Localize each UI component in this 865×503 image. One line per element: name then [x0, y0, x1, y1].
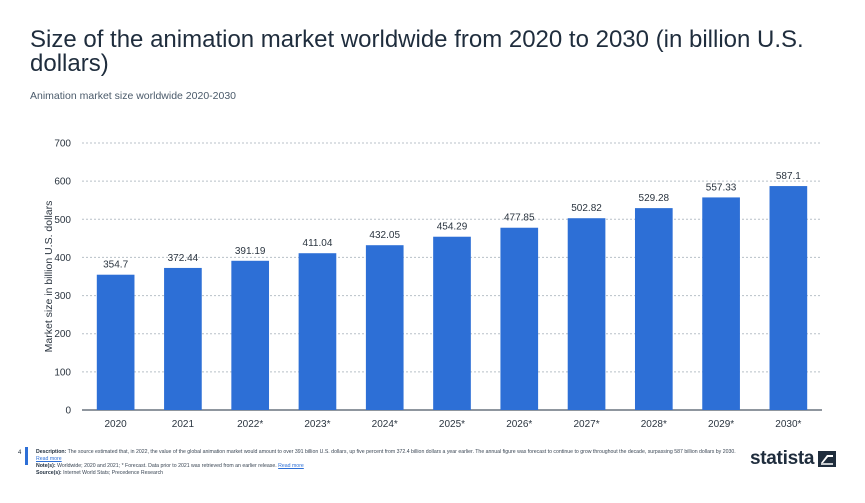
y-tick-label: 700 — [54, 139, 71, 150]
data-label: 587.1 — [776, 171, 801, 182]
data-label: 529.28 — [639, 193, 670, 204]
x-tick-label: 2029* — [708, 419, 734, 430]
bar — [567, 218, 606, 410]
bar — [231, 260, 270, 410]
sources-line: Source(s): Internet World Stats; Precede… — [36, 470, 736, 477]
y-tick-label: 0 — [65, 406, 71, 417]
bar — [96, 274, 135, 410]
data-label: 372.44 — [168, 253, 199, 264]
x-tick-label: 2028* — [641, 419, 667, 430]
y-tick-label: 400 — [54, 253, 71, 264]
x-tick-label: 2026* — [506, 419, 532, 430]
y-tick-label: 200 — [54, 329, 71, 340]
description-read-more-link[interactable]: Read more — [36, 456, 62, 462]
statista-brand[interactable]: statista — [750, 448, 837, 470]
description-line: Description: The source estimated that, … — [36, 449, 736, 463]
x-tick-label: 2021 — [172, 419, 195, 430]
bar — [702, 197, 740, 410]
bar — [164, 267, 202, 410]
data-label: 391.19 — [235, 246, 266, 257]
data-label: 354.7 — [103, 260, 128, 271]
description-label: Description: — [36, 449, 67, 455]
y-tick-label: 600 — [54, 177, 71, 188]
statista-wordmark: statista — [750, 448, 815, 469]
x-tick-label: 2020 — [105, 419, 128, 430]
x-tick-label: 2025* — [439, 419, 465, 430]
bar — [634, 208, 673, 410]
bar — [500, 227, 539, 410]
bar — [298, 253, 337, 410]
bar-chart: 0 100 200 300 400 500 600 700 Market size in bil… — [43, 139, 822, 430]
y-axis-label: Market size in billion U.S. dollars — [43, 201, 55, 353]
y-tick-label: 300 — [54, 291, 71, 302]
x-tick-label: 2023* — [304, 419, 330, 430]
bar — [365, 245, 404, 410]
x-tick-label: 2022* — [237, 419, 263, 430]
y-tick-label: 500 — [54, 215, 71, 226]
chart-footer: Description: The source estimated that, … — [36, 449, 736, 477]
bar — [433, 236, 471, 410]
notes-label: Note(s): — [36, 463, 56, 469]
notes-text: Worldwide; 2020 and 2021; * Forecast. Da… — [57, 463, 277, 469]
notes-read-more-link[interactable]: Read more — [278, 463, 304, 469]
x-tick-label: 2027* — [573, 419, 599, 430]
bar — [769, 186, 808, 410]
x-tick-label: 2024* — [372, 419, 398, 430]
x-tick-label: 2030* — [775, 419, 801, 430]
notes-line: Note(s): Worldwide; 2020 and 2021; * For… — [36, 463, 736, 470]
data-label: 557.33 — [706, 182, 737, 193]
sources-text: Internet World Stats; Precedence Researc… — [63, 470, 164, 476]
data-label: 502.82 — [571, 203, 602, 214]
page-number: 4 — [18, 450, 22, 456]
sources-label: Source(s): — [36, 470, 62, 476]
page-title: Size of the animation market worldwide f… — [30, 26, 804, 77]
data-label: 454.29 — [437, 222, 468, 233]
y-tick-label: 100 — [54, 367, 71, 378]
data-label: 411.04 — [303, 238, 333, 249]
description-text: The source estimated that, in 2022, the … — [67, 449, 736, 455]
data-label: 432.05 — [369, 230, 400, 241]
page-accent-bar — [25, 447, 28, 465]
statista-logo-icon — [818, 451, 837, 467]
page-subtitle: Animation market size worldwide 2020-203… — [30, 90, 237, 102]
data-label: 477.85 — [504, 213, 535, 224]
